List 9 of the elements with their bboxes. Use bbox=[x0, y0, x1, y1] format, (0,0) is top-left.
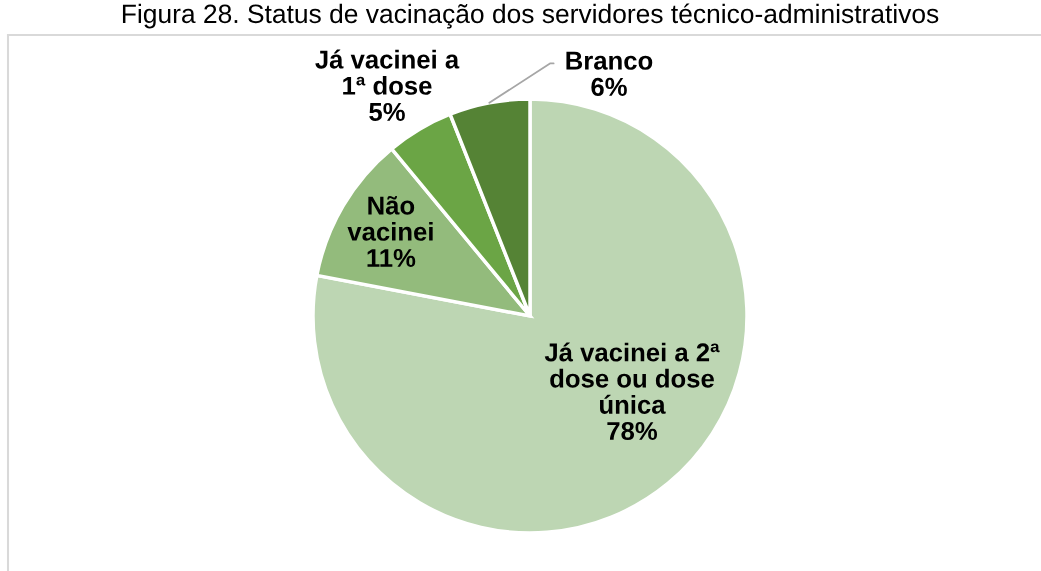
data-label: 5% bbox=[369, 102, 405, 122]
data-label: 6% bbox=[591, 77, 627, 96]
data-label: 78% bbox=[607, 421, 658, 441]
slice-label: Já vacinei a 2ª dose ou dose única bbox=[544, 342, 720, 414]
chart-title: Figura 28. Status de vacinação dos servidores técnico-administrativos bbox=[122, 3, 939, 29]
slice-label: Não vacinei bbox=[347, 195, 433, 241]
slice-label: Já vacinei a 1ª dose bbox=[315, 49, 460, 95]
data-label: 11% bbox=[367, 248, 416, 268]
slice-label: Branco bbox=[566, 51, 653, 70]
